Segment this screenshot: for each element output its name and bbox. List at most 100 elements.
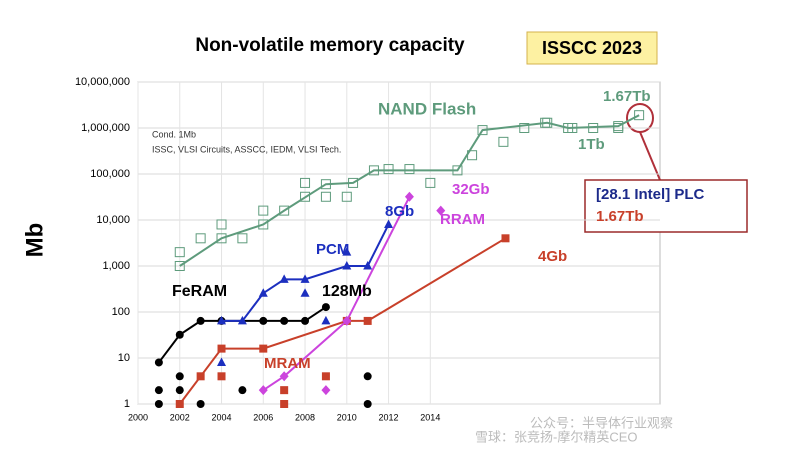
point: [237, 233, 248, 244]
point: [216, 233, 227, 244]
point: [217, 344, 226, 353]
point: [342, 315, 352, 326]
series-label: NAND Flash: [378, 99, 476, 118]
point: [279, 274, 289, 283]
point: [237, 315, 247, 325]
point: [217, 357, 227, 366]
x-tick-label: 2006: [253, 412, 273, 422]
point: [519, 123, 530, 133]
series-label: MRAM: [264, 355, 311, 372]
callout-box: [584, 179, 748, 233]
point: [321, 372, 330, 381]
x-tick-label: 2004: [212, 412, 232, 422]
point: [195, 233, 206, 244]
point: [320, 191, 331, 202]
point: [280, 316, 289, 325]
point: [154, 358, 163, 367]
point: [501, 234, 510, 243]
annotation: 公众号：半导体行业观察: [530, 415, 673, 430]
series-label: RRAM: [440, 211, 485, 228]
point: [498, 136, 509, 147]
point: [259, 344, 268, 353]
point: [258, 385, 268, 396]
point: [368, 165, 379, 176]
point: [196, 400, 205, 408]
point: [613, 121, 624, 132]
point: [280, 400, 289, 408]
callout-arrow: [639, 131, 661, 181]
x-tick-label: 2002: [170, 412, 190, 422]
annotation: Cond. 1Mb: [152, 129, 196, 139]
point: [425, 177, 436, 188]
point: [175, 372, 184, 381]
point: [383, 164, 394, 175]
annotation: 1Tb: [578, 136, 605, 153]
point: [301, 316, 310, 325]
point: [300, 288, 310, 297]
point: [363, 400, 372, 408]
point: [175, 400, 184, 408]
annotation: 128Mb: [322, 283, 372, 300]
point: [634, 110, 645, 121]
series-line: [262, 196, 411, 391]
point: [404, 164, 415, 175]
point: [342, 261, 352, 270]
point: [174, 247, 185, 258]
annotation: [28.1 Intel] PLC: [596, 186, 705, 203]
point: [216, 219, 227, 230]
point: [404, 191, 414, 202]
x-tick-label: 2010: [337, 412, 357, 422]
point: [196, 372, 205, 381]
annotation: 1.67Tb: [603, 88, 651, 105]
annotation: 32Gb: [452, 181, 490, 198]
point: [175, 386, 184, 395]
point: [321, 385, 331, 396]
point: [217, 315, 227, 325]
point: [477, 125, 488, 136]
y-tick-label: 10,000,000: [75, 76, 130, 88]
point: [321, 303, 330, 312]
annotation: ISSC, VLSI Circuits, ASSCC, IEDM, VLSI T…: [152, 144, 341, 154]
y-tick-label: 1: [124, 398, 130, 410]
point: [348, 177, 359, 188]
point: [217, 372, 226, 381]
point: [154, 400, 163, 408]
point: [363, 316, 372, 325]
point: [436, 205, 446, 216]
point: [259, 316, 268, 325]
point: [342, 247, 352, 256]
point: [363, 261, 373, 270]
point: [196, 316, 205, 325]
x-tick-label: 2000: [128, 412, 148, 422]
point: [563, 123, 574, 133]
point: [452, 165, 463, 176]
point: [279, 205, 290, 216]
point: [175, 330, 184, 339]
y-tick-label: 100,000: [90, 168, 130, 180]
chart-title: Non-volatile memory capacity: [195, 35, 465, 56]
series-line: [179, 114, 640, 267]
point: [174, 261, 185, 271]
point: [384, 219, 394, 228]
point: [258, 219, 269, 230]
annotation: 8Gb: [385, 203, 414, 220]
point: [363, 372, 372, 381]
series-label: PCM: [316, 241, 349, 258]
point: [154, 386, 163, 395]
y-axis-label: Mb: [21, 223, 48, 258]
point: [279, 371, 289, 382]
annotation: 1.67Tb: [596, 208, 644, 225]
y-tick-label: 1,000: [102, 260, 130, 272]
point: [238, 386, 247, 395]
y-tick-label: 100: [112, 306, 130, 318]
point: [320, 179, 331, 190]
x-tick-label: 2008: [295, 412, 315, 422]
point: [542, 117, 553, 128]
point: [341, 191, 352, 202]
x-tick-label: 2014: [420, 412, 440, 422]
y-tick-label: 10: [118, 352, 130, 364]
y-tick-label: 10,000: [96, 214, 130, 226]
point: [321, 315, 331, 325]
y-tick-label: 1,000,000: [81, 122, 130, 134]
